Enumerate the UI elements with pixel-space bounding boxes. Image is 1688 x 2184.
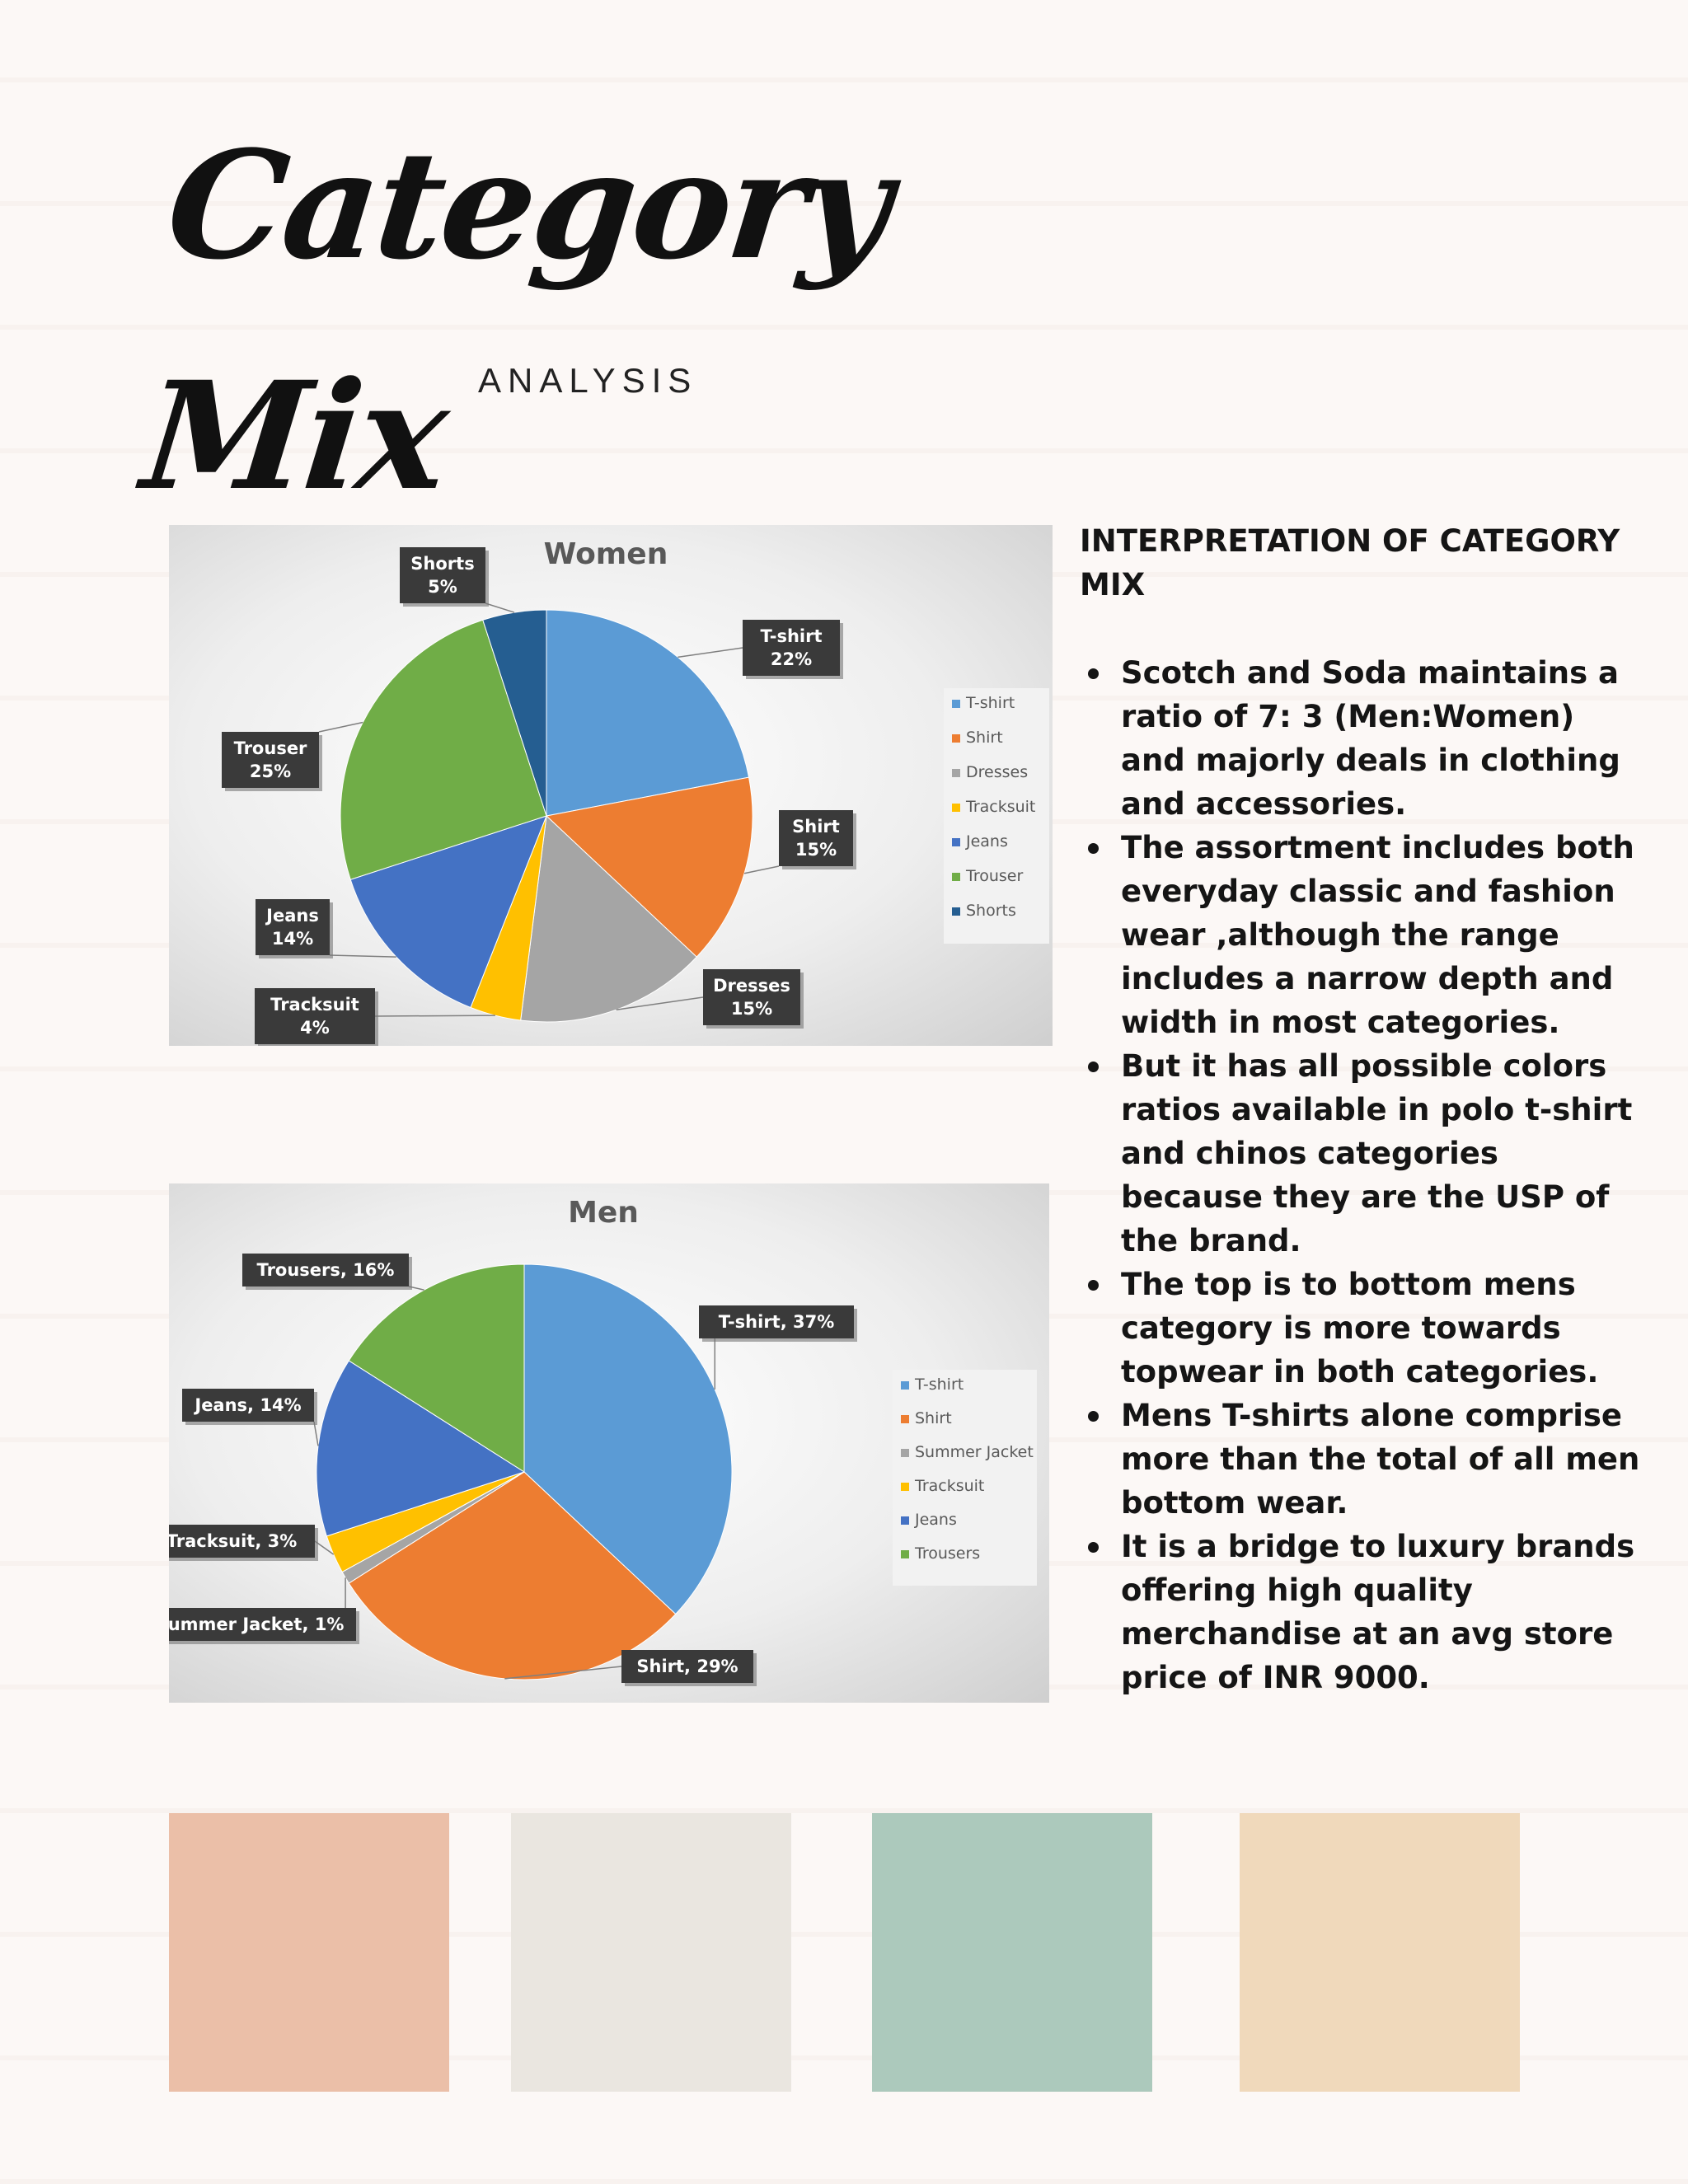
leader-line-t-shirt [678,648,743,657]
interpretation-bullet: But it has all possible colors ratios av… [1121,1044,1640,1263]
color-swatch-1 [169,1813,449,2092]
data-label-tracksuit: Tracksuit, 3% [169,1531,297,1551]
legend-swatch-shirt [901,1415,909,1423]
legend-swatch-dresses [952,769,960,777]
legend-item-dresses: Dresses [966,763,1028,781]
data-label-trousers: Trousers, 16% [257,1260,395,1280]
color-swatch-3 [872,1813,1152,2092]
legend-swatch-jeans [901,1516,909,1525]
data-label-jeans: Jeans [265,906,319,926]
legend-item-tracksuit: Tracksuit [914,1477,984,1495]
legend-swatch-shirt [952,734,960,743]
data-label-trouser: Trouser [234,738,307,758]
legend-item-t-shirt: T-shirt [914,1376,964,1394]
data-label-tracksuit: Tracksuit [270,995,359,1015]
legend-swatch-trousers [901,1550,909,1558]
data-label-t-shirt: T-shirt, 37% [719,1312,835,1332]
data-label-shorts: 5% [428,577,457,597]
legend-item-trouser: Trouser [965,867,1023,885]
legend-item-jeans: Jeans [914,1511,957,1529]
legend-item-t-shirt: T-shirt [965,694,1015,712]
legend-item-shorts: Shorts [966,902,1016,920]
data-label-t-shirt: T-shirt [761,626,823,646]
legend-swatch-shorts [952,907,960,916]
chart-title: Women [544,537,668,571]
legend-item-tracksuit: Tracksuit [965,798,1035,816]
legend-swatch-t-shirt [952,700,960,708]
data-label-shirt: Shirt, 29% [636,1657,738,1676]
leader-line-shirt [744,866,779,874]
data-label-jeans: Jeans, 14% [193,1395,301,1415]
legend-item-trousers: Trousers [914,1544,980,1563]
legend-item-shirt: Shirt [915,1409,952,1427]
leader-line-jeans [330,955,396,957]
legend-swatch-tracksuit [952,804,960,812]
data-label-shirt: 15% [795,840,837,860]
leader-line-shorts [485,603,514,612]
data-label-tracksuit: 4% [300,1018,330,1038]
women-chart: Women T-shirt 22% Shirt 15% Dresses 15% Tracksu… [169,525,1053,1046]
interpretation-bullet: Mens T-shirts alone comprise more than t… [1121,1394,1640,1525]
interpretation-bullet: The assortment includes both everyday cl… [1121,826,1640,1044]
data-label-dresses: Dresses [713,976,790,996]
legend-swatch-t-shirt [901,1381,909,1390]
interpretation-list: Scotch and Soda maintains a ratio of 7: … [1080,651,1640,1699]
data-label-dresses: 15% [731,999,772,1019]
legend-item-shirt: Shirt [966,729,1003,747]
page-subtitle: ANALYSIS [478,361,725,401]
interpretation-heading: INTERPRETATION OF CATEGORY MIX [1080,519,1640,607]
legend-swatch-trouser [952,873,960,881]
interpretation-bullet: Scotch and Soda maintains a ratio of 7: … [1121,651,1640,826]
color-swatch-4 [1240,1813,1520,2092]
page-title: Category Mix [157,91,1046,321]
interpretation-bullet: The top is to bottom mens category is mo… [1121,1263,1640,1394]
legend-swatch-jeans [952,838,960,846]
legend-item-jeans: Jeans [965,832,1008,851]
leader-line-trouser [319,723,363,732]
men-pie-chart: Men T-shirt, 37% Shirt, 29% Summer Jacket, … [169,1183,1049,1703]
data-label-t-shirt: 22% [771,649,812,669]
legend-item-summer-jacket: Summer Jacket [915,1443,1034,1461]
data-label-jeans: 14% [272,929,313,949]
interpretation-bullet: It is a bridge to luxury brands offering… [1121,1525,1640,1699]
chart-title: Men [568,1196,639,1230]
data-label-shorts: Shorts [410,554,474,574]
color-swatch-2 [511,1813,791,2092]
interpretation-section: INTERPRETATION OF CATEGORY MIX Scotch an… [1080,519,1640,1699]
leader-line-jeans [314,1422,318,1446]
men-chart: Men T-shirt, 37% Shirt, 29% Summer Jacket, … [169,1183,1049,1703]
legend-swatch-summer-jacket [901,1449,909,1457]
legend-swatch-tracksuit [901,1483,909,1491]
data-label-summer-jacket: Summer Jacket, 1% [169,1615,344,1634]
women-pie-chart: Women T-shirt 22% Shirt 15% Dresses 15% Tracksu… [169,525,1053,1046]
data-label-trouser: 25% [250,762,291,781]
data-label-shirt: Shirt [792,817,840,837]
leader-line-tracksuit [375,1015,495,1016]
